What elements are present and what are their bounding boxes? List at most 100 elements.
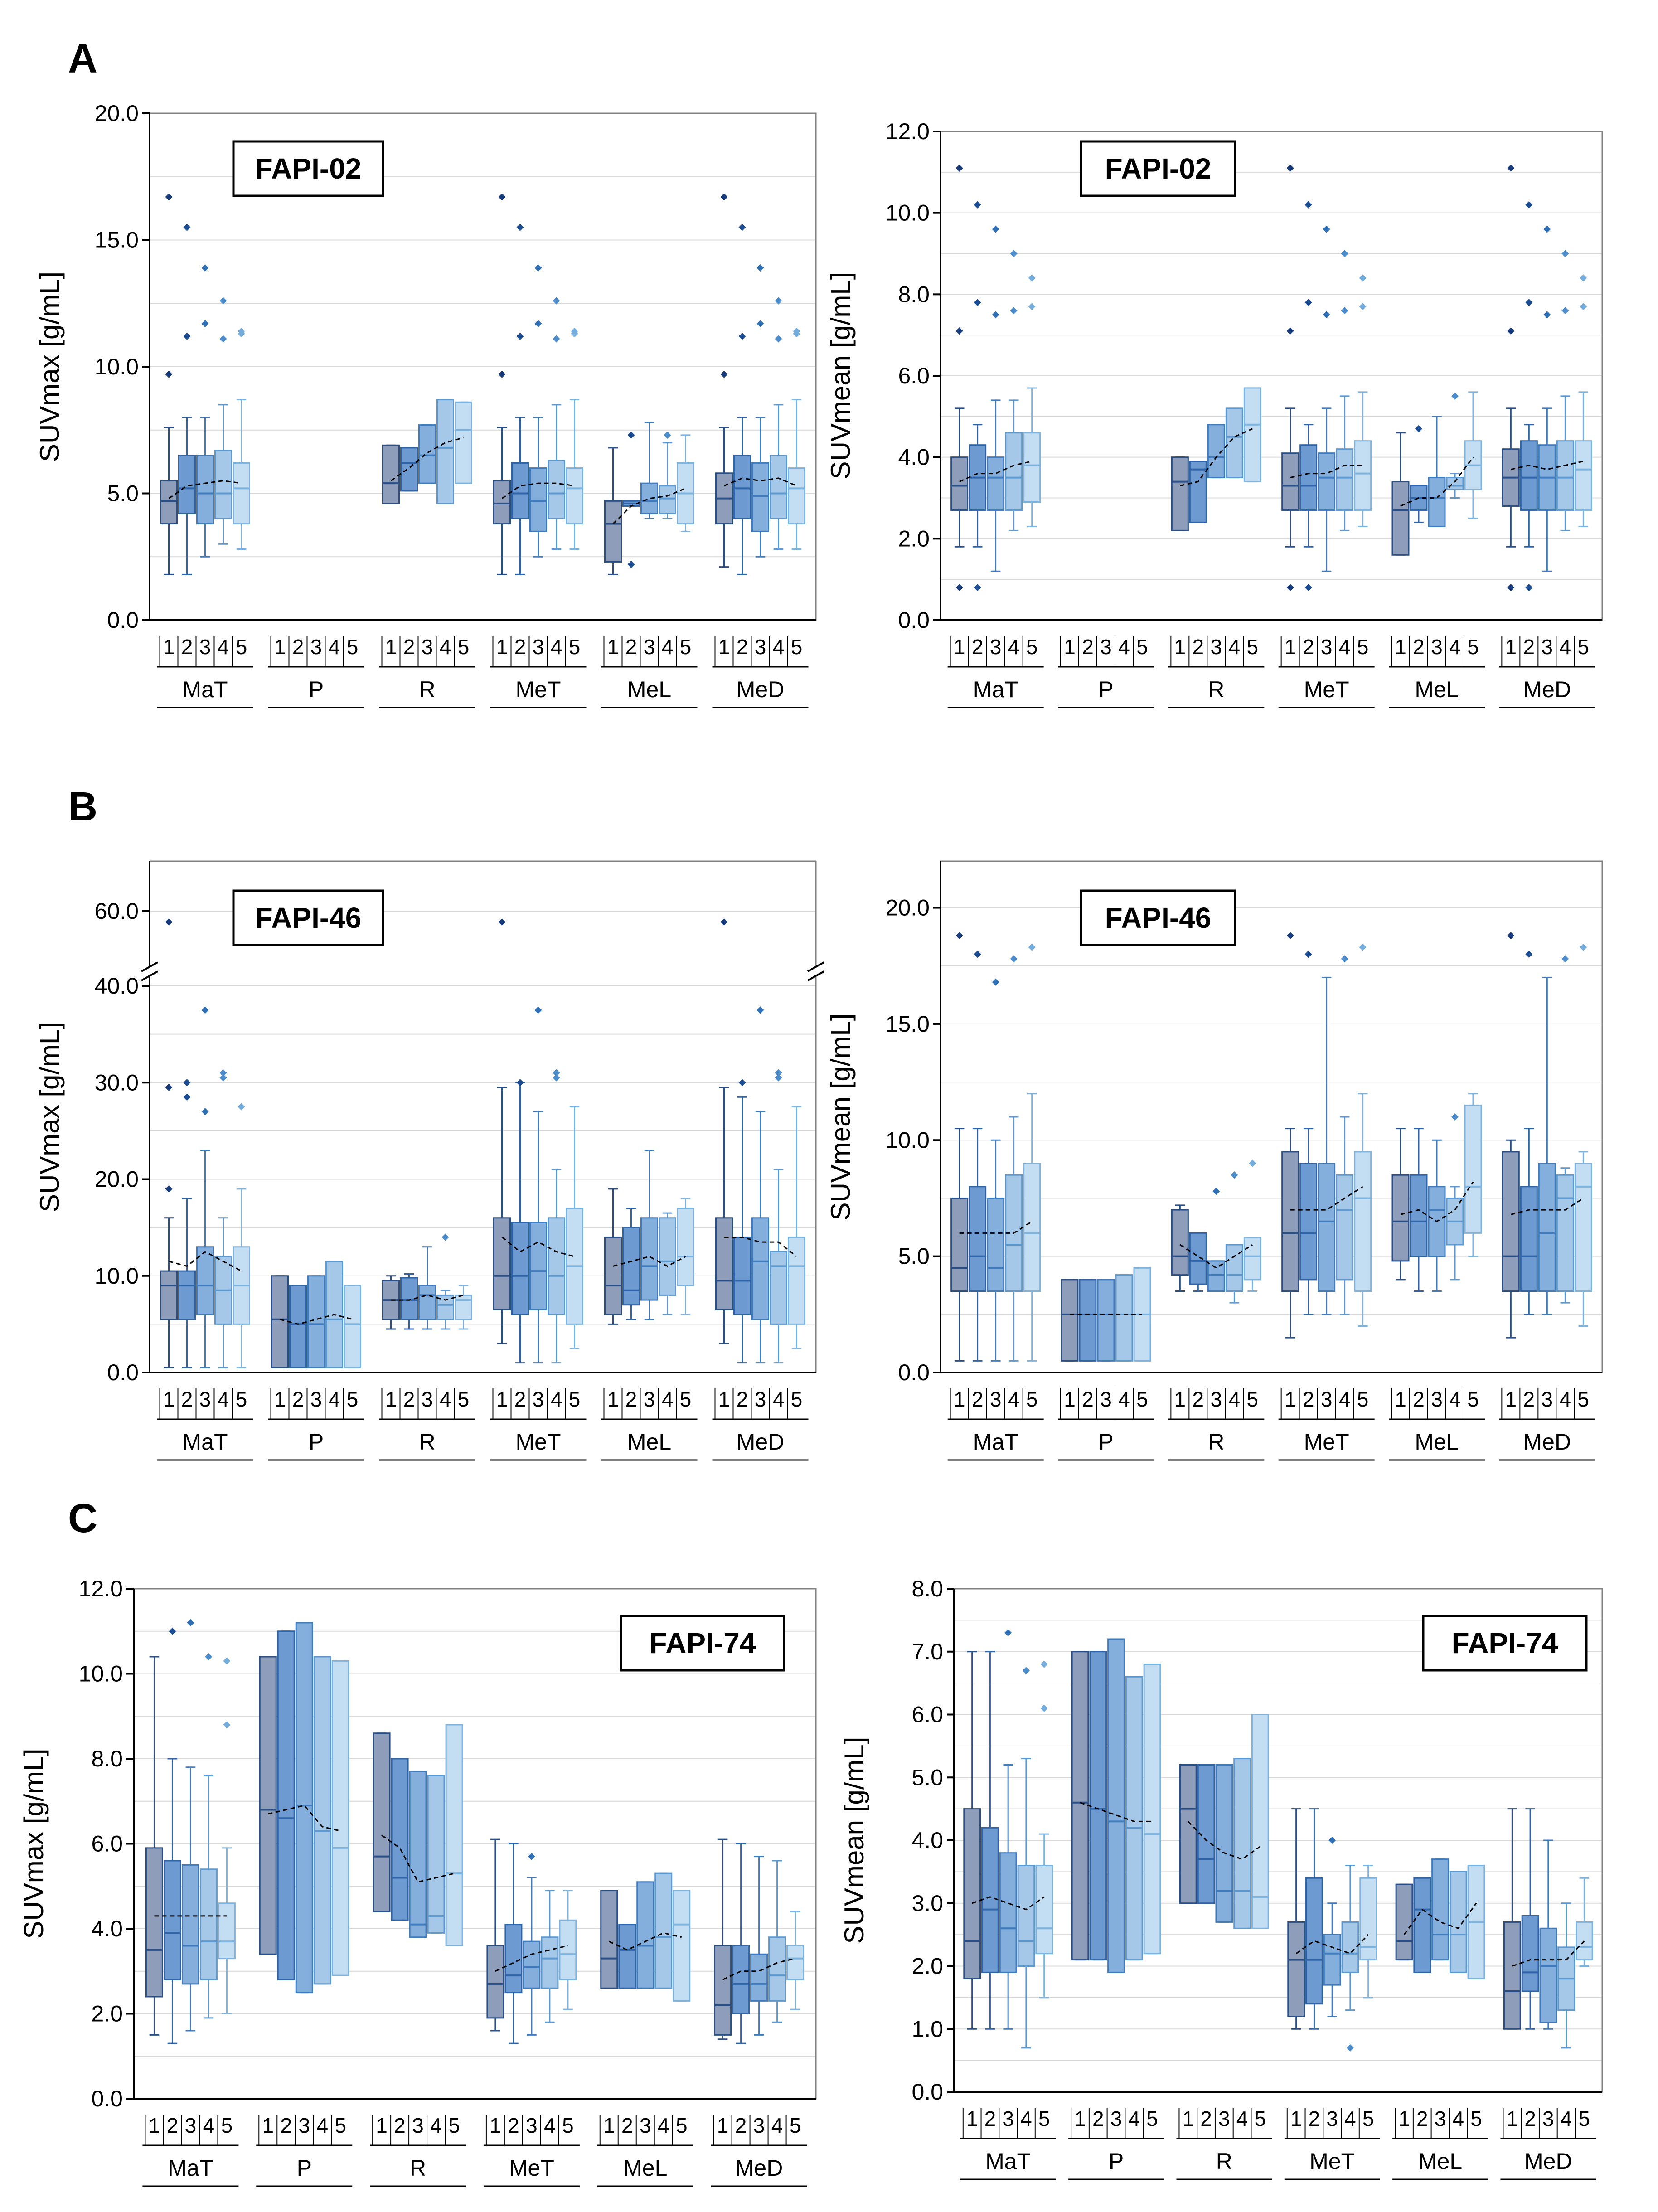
- outlier-point: [1249, 1159, 1256, 1167]
- box-number-label: 4: [1128, 2107, 1140, 2130]
- box: [1354, 440, 1372, 511]
- box: [196, 455, 214, 525]
- box-number-label: 1: [718, 1387, 730, 1411]
- box: [618, 1924, 636, 1989]
- mean-trend-line: [612, 487, 686, 524]
- box: [1299, 1163, 1318, 1281]
- box-number-label: 5: [1136, 635, 1148, 659]
- box-number-label: 4: [771, 2114, 783, 2137]
- category-label: R: [419, 1429, 435, 1455]
- box: [969, 1186, 987, 1292]
- box: [493, 480, 511, 525]
- box-number-label: 1: [1064, 1387, 1076, 1411]
- box-number-label: 5: [1136, 1387, 1148, 1411]
- box: [636, 1881, 654, 1989]
- box-number-label: 5: [1026, 1387, 1038, 1411]
- box-number-label: 1: [376, 2114, 388, 2137]
- outlier-point: [1580, 943, 1587, 951]
- box: [1341, 1921, 1359, 1973]
- box: [1125, 1676, 1143, 1961]
- box-number-label: 5: [347, 635, 359, 659]
- box: [418, 1285, 436, 1320]
- box-number-label: 4: [1008, 1387, 1020, 1411]
- box-number-label: 2: [508, 2114, 519, 2137]
- box-number-label: 5: [1146, 2107, 1158, 2130]
- box: [1023, 432, 1041, 503]
- outlier-point: [992, 978, 999, 986]
- box: [1391, 1174, 1410, 1262]
- box-number-label: 5: [791, 1387, 803, 1411]
- box: [950, 456, 969, 511]
- outlier-point: [516, 1079, 524, 1087]
- box: [548, 460, 565, 519]
- box: [1079, 1279, 1097, 1362]
- category-label: MeT: [1304, 677, 1349, 702]
- box: [1225, 407, 1243, 479]
- mean-trend-line: [169, 1251, 242, 1272]
- outlier-point: [775, 297, 782, 305]
- box-number-label: 3: [644, 635, 655, 659]
- y-tick-label: 0.0: [898, 607, 930, 633]
- outlier-point: [165, 1083, 173, 1091]
- box-number-label: 5: [680, 635, 692, 659]
- box-number-label: 2: [1416, 2107, 1428, 2130]
- outlier-point: [219, 297, 227, 305]
- box-number-label: 1: [274, 1387, 286, 1411]
- box-number-label: 3: [199, 1387, 211, 1411]
- box-number-label: 4: [658, 2114, 669, 2137]
- outlier-point: [775, 1069, 782, 1077]
- chart-title: FAPI-46: [255, 902, 362, 934]
- box-number-label: 2: [735, 2114, 747, 2137]
- y-tick-label: 5.0: [898, 1244, 930, 1269]
- outlier-point: [201, 1108, 209, 1116]
- outlier-point: [534, 264, 542, 272]
- box-number-label: 4: [1344, 2107, 1356, 2130]
- box: [295, 1622, 313, 1994]
- y-axis-label: SUVmean [g/mL]: [825, 1014, 856, 1221]
- outlier-point: [738, 1079, 746, 1087]
- outlier-point: [553, 297, 560, 305]
- box-number-label: 1: [149, 2114, 160, 2137]
- outlier-point: [974, 299, 981, 306]
- box-number-label: 4: [1118, 635, 1130, 659]
- box-number-label: 1: [607, 635, 619, 659]
- outlier-point: [720, 918, 728, 926]
- outlier-point: [1022, 1667, 1030, 1674]
- box-number-label: 5: [790, 2114, 801, 2137]
- box: [493, 1217, 511, 1310]
- box-number-label: 4: [773, 1387, 785, 1411]
- y-tick-label: 0.0: [898, 1360, 930, 1385]
- y-axis-label: SUVmax [g/mL]: [19, 1748, 49, 1939]
- axis-break-mark: [141, 970, 158, 981]
- box: [400, 447, 418, 492]
- box-number-label: 2: [1303, 1387, 1314, 1411]
- box: [559, 1919, 577, 1980]
- box: [654, 1872, 673, 1989]
- box: [1318, 452, 1336, 511]
- box: [1446, 477, 1464, 491]
- outlier-point: [793, 327, 800, 335]
- category-label: MaT: [973, 677, 1018, 702]
- box-number-label: 2: [1524, 2107, 1536, 2130]
- chart-title-box: [1080, 140, 1236, 197]
- outlier-point: [1507, 327, 1515, 335]
- box-number-label: 1: [1395, 1387, 1406, 1411]
- outlier-point: [223, 1721, 231, 1728]
- box: [950, 1197, 969, 1292]
- box-number-label: 4: [773, 635, 785, 659]
- box: [548, 1217, 565, 1315]
- box-number-label: 4: [1452, 2107, 1464, 2130]
- chart-title-box: [620, 1615, 785, 1672]
- box-number-label: 3: [1002, 2107, 1014, 2130]
- box-number-label: 2: [737, 1387, 748, 1411]
- box-number-label: 3: [1326, 2107, 1338, 2130]
- outlier-point: [1028, 303, 1036, 310]
- outlier-point: [1304, 201, 1312, 209]
- outlier-point: [1304, 584, 1312, 592]
- y-tick-label: 20.0: [95, 101, 139, 126]
- box-number-label: 3: [1435, 2107, 1446, 2130]
- box: [1017, 1865, 1035, 1967]
- box-number-label: 5: [1357, 1387, 1369, 1411]
- box: [788, 467, 805, 525]
